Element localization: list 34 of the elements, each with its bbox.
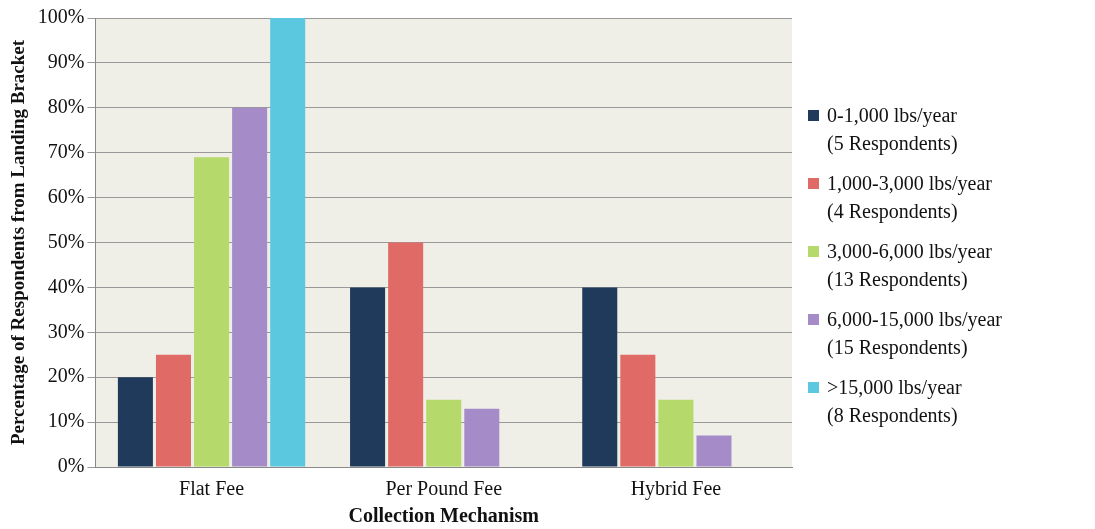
y-tick-label: 60%	[47, 184, 85, 207]
y-tick-label: 30%	[47, 319, 85, 342]
x-tick-label: Flat Fee	[179, 477, 245, 500]
y-axis-title: Percentage of Respondents from Landing Bracket	[7, 39, 29, 446]
legend-label: 0-1,000 lbs/year (5 Respondents)	[827, 102, 958, 157]
bar	[155, 354, 191, 467]
y-tick-label: 50%	[47, 229, 85, 252]
y-tick-label: 90%	[47, 50, 85, 73]
x-tick-label: Hybrid Fee	[630, 477, 722, 501]
legend-label: 3,000-6,000 lbs/year (13 Respondents)	[827, 238, 992, 293]
y-tick-label: 20%	[47, 364, 85, 387]
y-tick-label: 0%	[57, 454, 85, 477]
y-tick-label: 40%	[47, 274, 85, 297]
legend-label: >15,000 lbs/year (8 Respondents)	[827, 374, 962, 429]
bar	[350, 287, 386, 467]
x-tick-label: Per Pound Fee	[385, 477, 503, 500]
bar	[270, 18, 306, 467]
bar	[426, 399, 462, 467]
bar	[117, 377, 153, 467]
bar	[696, 435, 732, 467]
bar	[582, 287, 618, 467]
y-tick-label: 100%	[37, 5, 85, 28]
x-axis-title: Collection Mechanism	[348, 504, 540, 527]
bar	[194, 157, 230, 467]
bar	[464, 408, 500, 467]
legend-label: 6,000-15,000 lbs/year (15 Respondents)	[827, 306, 1002, 361]
bar	[232, 107, 268, 467]
y-tick-label: 10%	[47, 409, 85, 432]
bar	[658, 399, 694, 467]
bar	[620, 354, 656, 467]
y-tick-label: 80%	[47, 95, 85, 118]
y-tick-label: 70%	[47, 139, 85, 162]
bar	[388, 242, 424, 467]
legend-label: 1,000-3,000 lbs/year (4 Respondents)	[827, 170, 992, 225]
